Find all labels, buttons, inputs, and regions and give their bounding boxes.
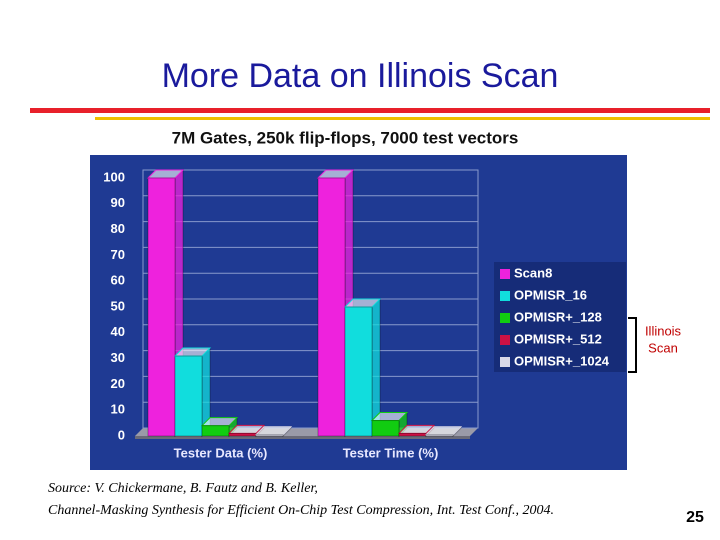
- legend-label: OPMISR_16: [514, 287, 587, 302]
- bar: [317, 177, 346, 437]
- legend-label: OPMISR+_1024: [514, 353, 610, 368]
- bar: [255, 434, 284, 437]
- legend-swatch: [500, 357, 510, 367]
- y-tick-label: 80: [111, 221, 125, 236]
- legend-label: OPMISR+_512: [514, 331, 602, 346]
- bar: [371, 420, 400, 437]
- annotation: Illinois: [645, 323, 682, 338]
- y-tick-label: 100: [103, 169, 125, 184]
- bar: [201, 425, 230, 437]
- legend-box: [494, 262, 626, 372]
- chart-title: 7M Gates, 250k flip-flops, 7000 test vec…: [172, 128, 519, 147]
- y-tick-label: 90: [111, 195, 125, 210]
- source: Channel-Masking Synthesis for Efficient …: [48, 503, 554, 518]
- legend-swatch: [500, 313, 510, 323]
- x-tick-label: Tester Data (%): [174, 445, 268, 460]
- page-number: 25: [686, 509, 704, 526]
- legend-label: Scan8: [514, 265, 552, 280]
- y-tick-label: 20: [111, 376, 125, 391]
- bar: [344, 306, 373, 437]
- bar: [425, 434, 454, 437]
- title-rule-accent: [95, 117, 710, 120]
- y-tick-label: 0: [118, 427, 125, 442]
- bar: [174, 355, 203, 437]
- legend-swatch: [500, 269, 510, 279]
- x-tick-label: Tester Time (%): [343, 445, 439, 460]
- bracket: [628, 317, 637, 373]
- bar: [398, 432, 427, 437]
- title-rule: [30, 108, 710, 113]
- y-tick-label: 70: [111, 247, 125, 262]
- legend-swatch: [500, 335, 510, 345]
- floor-edge: [135, 436, 470, 439]
- y-tick-label: 60: [111, 273, 125, 288]
- y-tick-label: 30: [111, 350, 125, 365]
- legend-swatch: [500, 291, 510, 301]
- y-tick-label: 50: [111, 298, 125, 313]
- bar: [147, 177, 176, 437]
- bar: [228, 432, 257, 437]
- y-tick-label: 10: [111, 402, 125, 417]
- slide-title: More Data on Illinois Scan: [162, 57, 559, 95]
- y-tick-label: 40: [111, 324, 125, 339]
- legend-label: OPMISR+_128: [514, 309, 602, 324]
- annotation: Scan: [648, 340, 678, 355]
- source: Source: V. Chickermane, B. Fautz and B. …: [48, 481, 318, 496]
